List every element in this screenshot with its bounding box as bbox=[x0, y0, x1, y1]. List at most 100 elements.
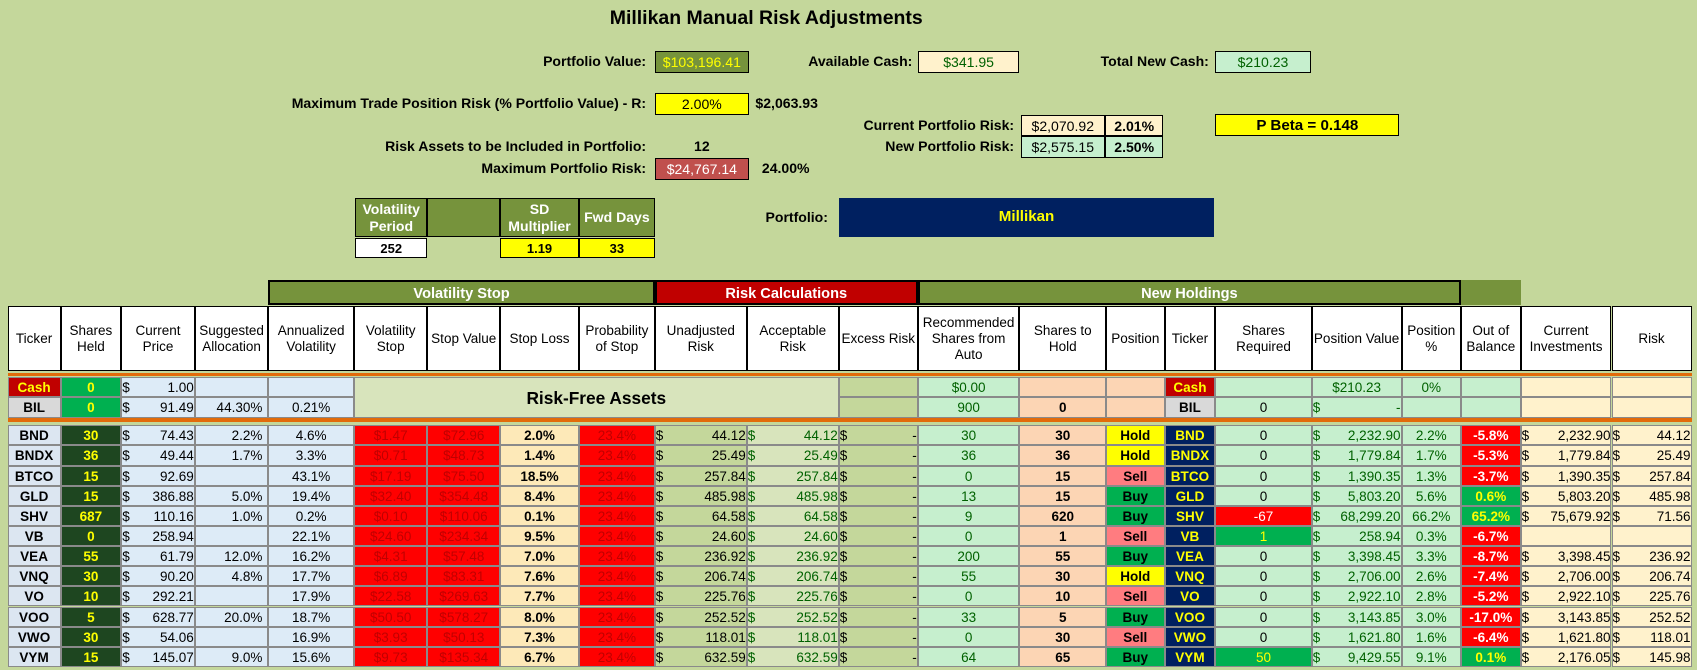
cell: $ 628.77 bbox=[121, 606, 195, 627]
column-header: Volatility Stop bbox=[353, 306, 428, 372]
cell: 9.5% bbox=[500, 525, 579, 547]
cell: $1.47 bbox=[353, 425, 428, 446]
cell: 23.4% bbox=[579, 505, 655, 526]
cell: $ 236.92 bbox=[1611, 546, 1692, 567]
cell: 23.4% bbox=[579, 445, 655, 466]
cell: 23.4% bbox=[579, 546, 655, 567]
cell: 44.30% bbox=[194, 397, 269, 418]
cell: 0.21% bbox=[268, 397, 354, 418]
cell: 4.8% bbox=[194, 566, 269, 587]
cell: 5 bbox=[60, 606, 122, 627]
cell: $9.73 bbox=[353, 646, 428, 667]
cell: $ 71.56 bbox=[1611, 505, 1692, 526]
cell: $ 118.01 bbox=[746, 626, 839, 647]
cell: 15.6% bbox=[268, 646, 354, 667]
cell: VEA bbox=[7, 546, 61, 567]
cell: $ 61.79 bbox=[121, 546, 195, 567]
field-value: 12 bbox=[694, 138, 710, 155]
cell: 36 bbox=[1019, 445, 1107, 466]
cell bbox=[1520, 525, 1612, 547]
cell: $234.34 bbox=[427, 525, 500, 547]
cell: SHV bbox=[1164, 505, 1216, 526]
cell: $50.13 bbox=[427, 626, 500, 647]
field-label: Maximum Portfolio Risk: bbox=[481, 160, 647, 176]
cell bbox=[838, 376, 918, 398]
column-header: Shares Required bbox=[1215, 306, 1312, 372]
cell: 200 bbox=[917, 546, 1020, 567]
cell: $ 1,390.35 bbox=[1520, 465, 1612, 486]
cell: Buy bbox=[1106, 606, 1165, 627]
cell: 13 bbox=[917, 485, 1020, 506]
column-header: Shares Held bbox=[60, 306, 122, 372]
cell: $ 236.92 bbox=[746, 546, 839, 567]
cell: 0 bbox=[1215, 546, 1312, 567]
cell: 0% bbox=[1401, 376, 1462, 398]
cell: $ 225.76 bbox=[746, 586, 839, 607]
cell: $ 49.44 bbox=[121, 445, 195, 466]
cell: $ 485.98 bbox=[746, 485, 839, 506]
cell: $ 44.12 bbox=[654, 425, 747, 446]
param-header: Volatility Period bbox=[354, 198, 428, 237]
cell: VNQ bbox=[7, 566, 61, 587]
cell: 19.4% bbox=[268, 485, 354, 506]
cell: $0.00 bbox=[917, 376, 1020, 398]
cell: $48.73 bbox=[427, 445, 500, 466]
cell: 7.0% bbox=[500, 546, 579, 567]
cell: $ 75,679.92 bbox=[1520, 505, 1612, 526]
cell: BNDX bbox=[7, 445, 61, 466]
cell: $ 206.74 bbox=[654, 566, 747, 587]
field-label: Portfolio Value: bbox=[543, 52, 647, 69]
cell: 12.0% bbox=[194, 546, 269, 567]
cell: 30 bbox=[60, 566, 122, 587]
cell: $ 2,706.00 bbox=[1520, 566, 1612, 587]
param-value: 33 bbox=[579, 238, 655, 258]
cell: $ 5,803.20 bbox=[1311, 485, 1402, 506]
field-label: Current Portfolio Risk: bbox=[863, 116, 1015, 133]
cell: $ 110.16 bbox=[121, 505, 195, 526]
field-extra: 2.50% bbox=[1104, 136, 1164, 158]
cell: VWO bbox=[7, 626, 61, 647]
cell bbox=[194, 465, 269, 486]
cell: 36 bbox=[917, 445, 1020, 466]
cell: $ 292.21 bbox=[121, 586, 195, 607]
cell: $ 91.49 bbox=[121, 397, 195, 418]
cell bbox=[194, 586, 269, 607]
cell: $24.60 bbox=[353, 525, 428, 547]
cell: $ 54.06 bbox=[121, 626, 195, 647]
field-value: $24,767.14 bbox=[654, 158, 749, 180]
cell bbox=[1611, 525, 1692, 547]
cell: SHV bbox=[7, 505, 61, 526]
cell: $ 206.74 bbox=[746, 566, 839, 587]
cell: Sell bbox=[1106, 465, 1165, 486]
cell: 6.7% bbox=[500, 646, 579, 667]
cell: 2.0% bbox=[500, 425, 579, 446]
cell: 0 bbox=[1215, 626, 1312, 647]
group-header: Risk Calculations bbox=[654, 280, 918, 306]
cell: $0.71 bbox=[353, 445, 428, 466]
column-header: Position % bbox=[1401, 306, 1462, 372]
cell: 0 bbox=[1215, 586, 1312, 607]
cell: $ 145.98 bbox=[1611, 646, 1692, 667]
cell: 30 bbox=[1019, 626, 1107, 647]
cell: 16.2% bbox=[268, 546, 354, 567]
separator bbox=[7, 418, 1692, 422]
cell: $ - bbox=[838, 606, 918, 627]
cell: 16.9% bbox=[268, 626, 354, 647]
cell: -6.7% bbox=[1461, 525, 1521, 547]
cell bbox=[1461, 376, 1521, 398]
cell: Sell bbox=[1106, 525, 1165, 547]
cell: -8.7% bbox=[1461, 546, 1521, 567]
cell: 0.1% bbox=[500, 505, 579, 526]
field-value: 2.00% bbox=[654, 93, 749, 115]
cell: Hold bbox=[1106, 425, 1165, 446]
cell: 1 bbox=[1019, 525, 1107, 547]
column-header: Current Price bbox=[121, 306, 195, 372]
cell: $ - bbox=[1311, 397, 1402, 418]
cell: 17.9% bbox=[268, 586, 354, 607]
cell: -6.4% bbox=[1461, 626, 1521, 647]
cell: $17.19 bbox=[353, 465, 428, 486]
cell: $ 24.60 bbox=[654, 525, 747, 547]
cell: 0 bbox=[1215, 425, 1312, 446]
cell: $0.10 bbox=[353, 505, 428, 526]
